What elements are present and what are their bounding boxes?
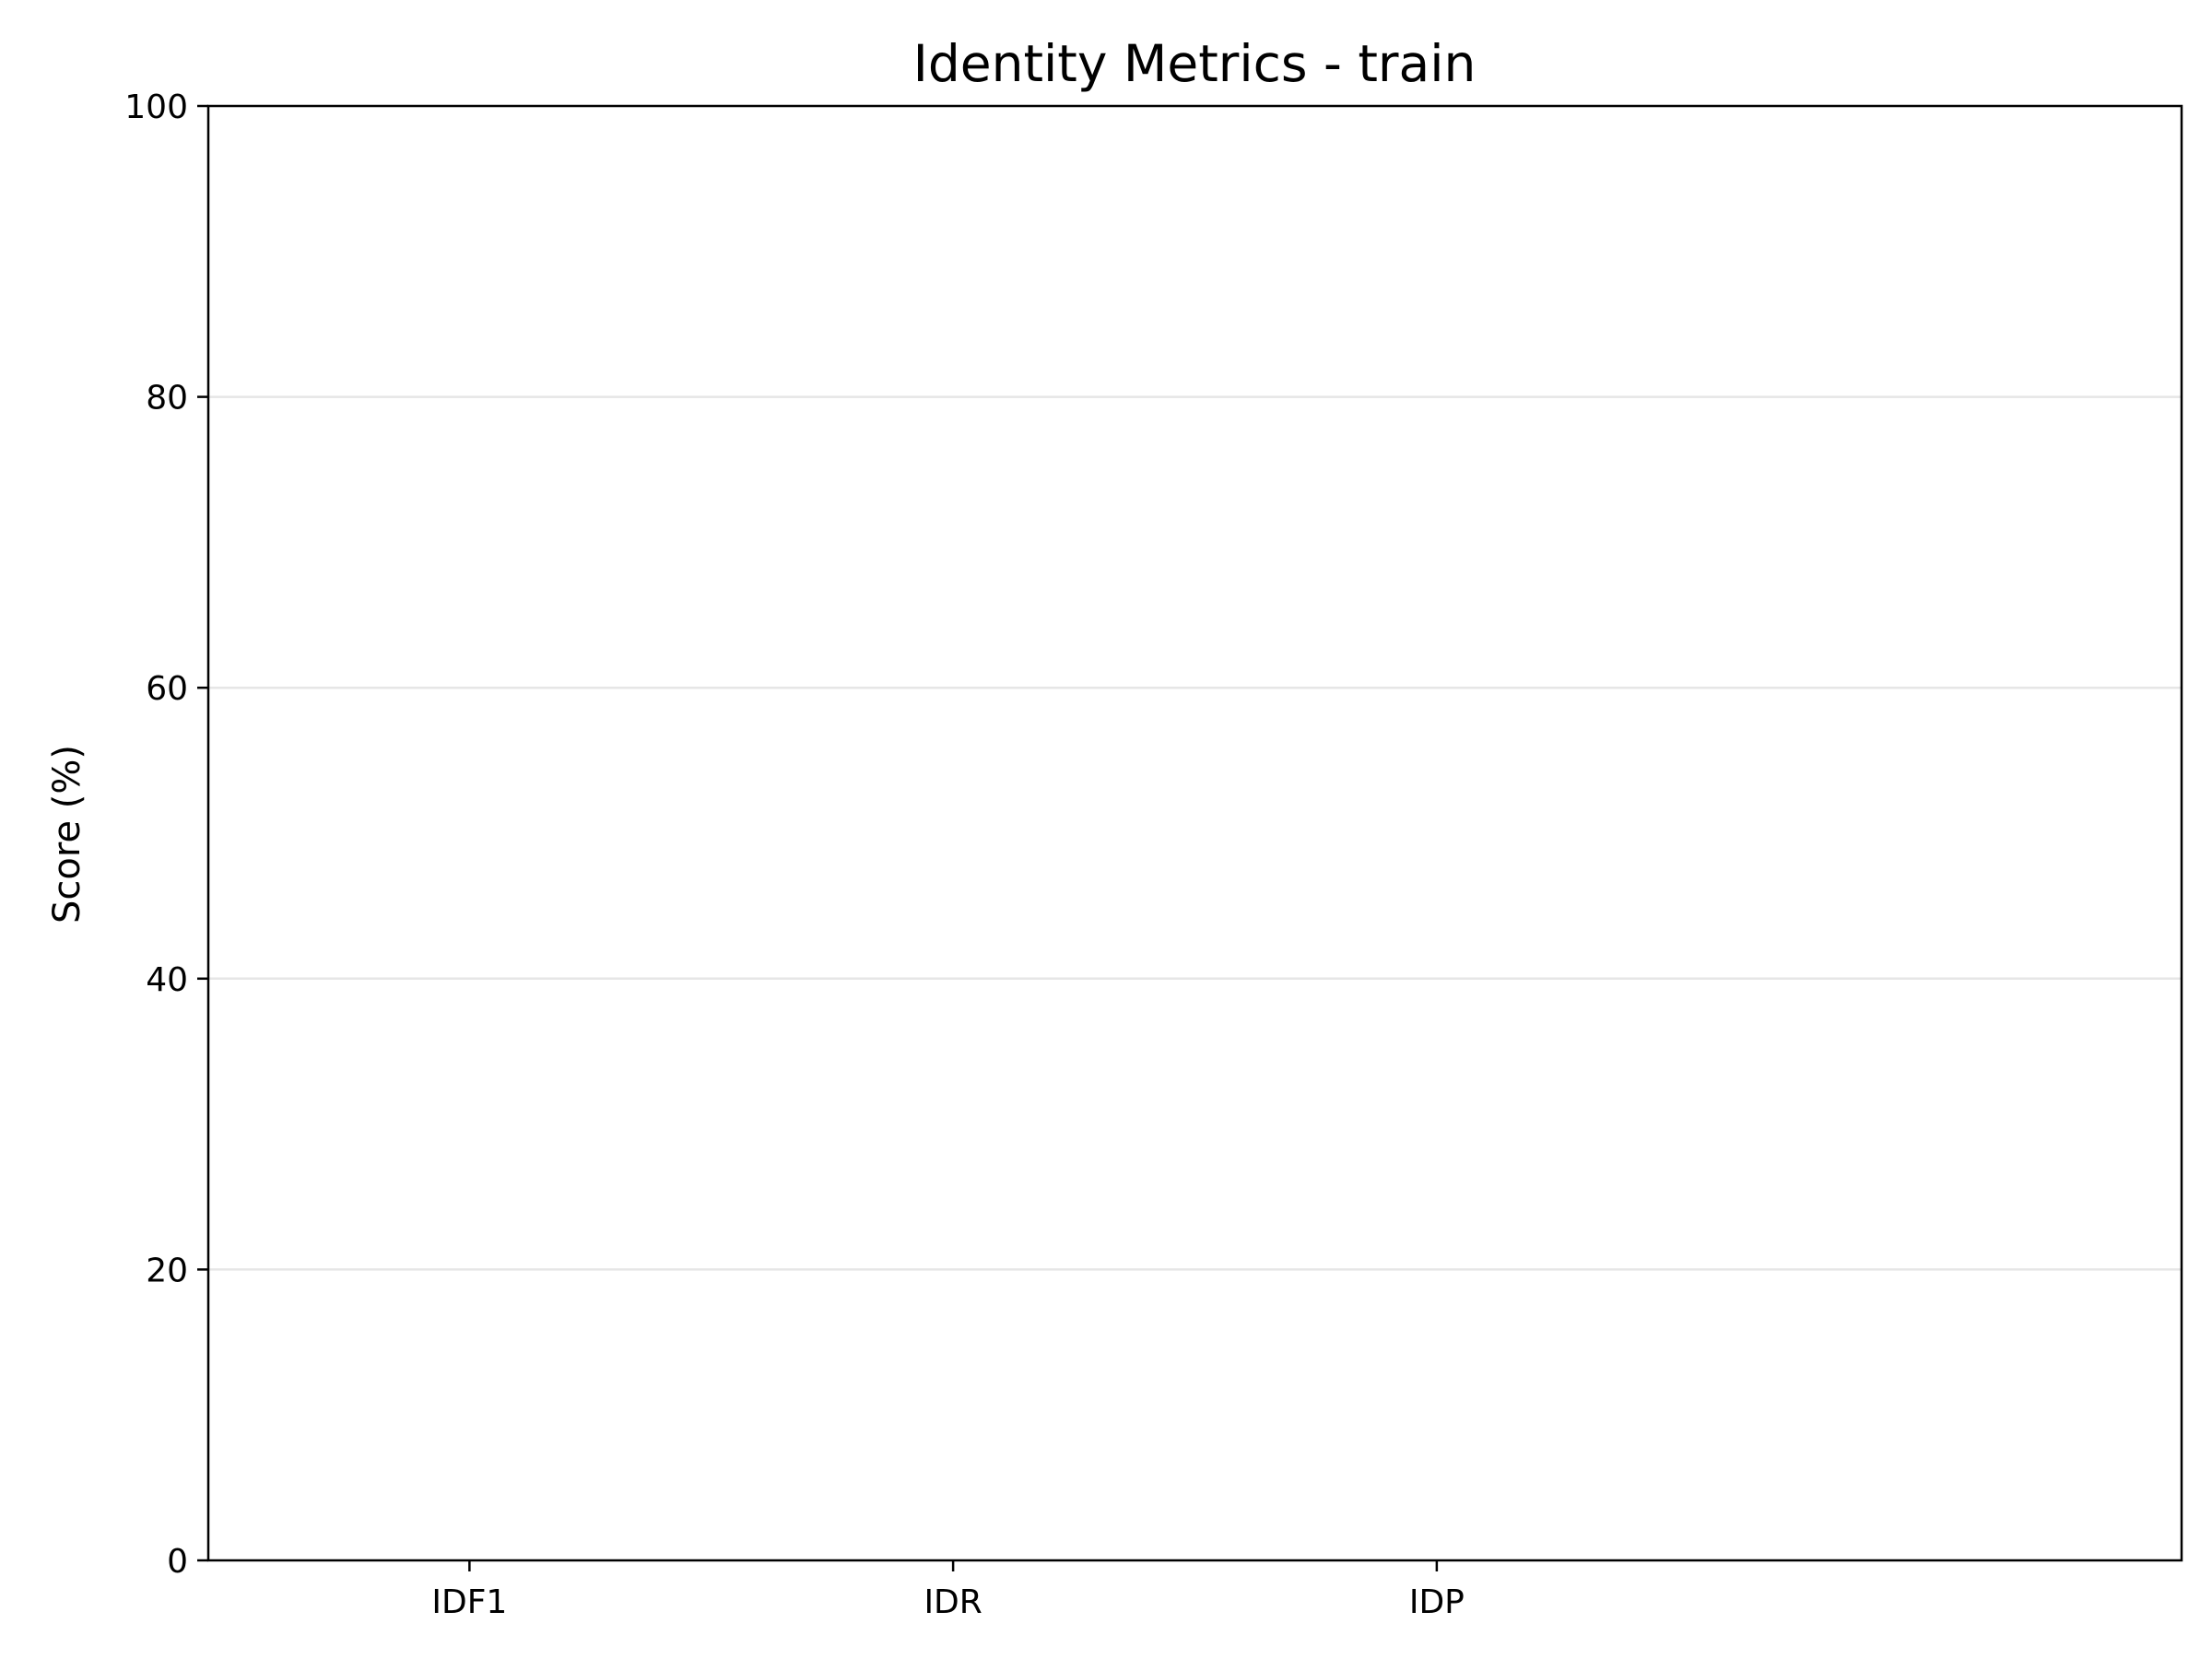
x-tick-label: IDR xyxy=(924,1583,982,1621)
gridlines xyxy=(208,395,2182,1271)
x-axis: IDF1 IDR IDP xyxy=(431,1560,1465,1621)
chart-title: Identity Metrics - train xyxy=(913,34,1477,93)
y-tick-label: 40 xyxy=(146,961,188,999)
y-tick-label: 80 xyxy=(146,380,188,418)
x-tick-label: IDF1 xyxy=(431,1583,507,1621)
y-axis-label: Score (%) xyxy=(46,745,88,924)
y-tick-label: 100 xyxy=(124,88,188,126)
plot-frame xyxy=(206,104,2183,1562)
y-tick-label: 20 xyxy=(146,1252,188,1289)
y-axis: 0 20 40 60 80 100 xyxy=(124,88,208,1581)
y-tick-label: 60 xyxy=(146,670,188,708)
y-tick-label: 0 xyxy=(167,1543,188,1581)
x-tick-label: IDP xyxy=(1409,1583,1465,1621)
